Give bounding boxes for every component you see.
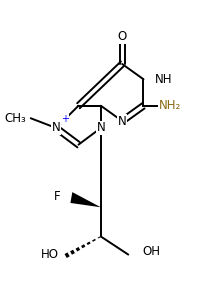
Text: NH: NH	[155, 73, 172, 86]
Text: OH: OH	[143, 245, 160, 258]
Text: N: N	[52, 121, 60, 135]
Text: O: O	[118, 30, 127, 43]
Text: N: N	[118, 115, 127, 128]
Text: N: N	[97, 121, 105, 135]
Text: HO: HO	[41, 248, 59, 261]
Polygon shape	[70, 192, 101, 207]
Text: NH₂: NH₂	[159, 99, 181, 112]
Text: F: F	[54, 190, 60, 203]
Text: +: +	[61, 114, 69, 124]
Text: CH₃: CH₃	[4, 112, 26, 125]
